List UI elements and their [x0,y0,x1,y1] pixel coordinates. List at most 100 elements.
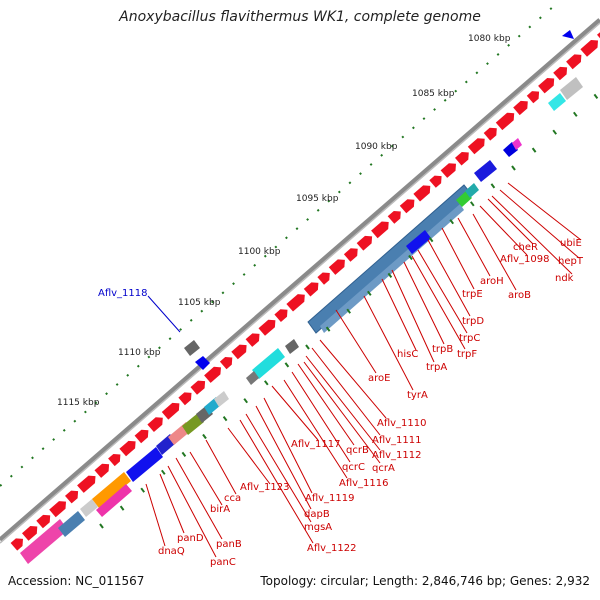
gene-arrow[interactable] [467,138,485,155]
olive-feature [182,413,204,435]
gene-arrow[interactable] [178,392,192,406]
gene-arrow[interactable] [495,112,515,131]
gene-leader-line [145,483,166,547]
gene-arrow[interactable] [77,475,96,493]
magenta-feature-2 [96,484,132,517]
gene-label[interactable]: tyrA [407,390,428,401]
highlight-gene[interactable]: Aflv_1118 [98,30,574,370]
tick-mark [305,344,310,350]
gene-arrow[interactable] [219,357,233,370]
gene-arrow[interactable] [49,501,66,518]
gene-arrow[interactable] [94,463,110,478]
gene-leader-line [205,439,237,495]
gene-label[interactable]: Aflv_1119 [305,493,355,504]
gene-label[interactable]: dnaQ [158,546,185,557]
gene-label[interactable]: panD [177,533,204,544]
gene-label[interactable]: aroB [508,290,531,301]
gene-arrow[interactable] [387,211,401,224]
gene-label[interactable]: Aflv_1111 [372,435,422,446]
gene-label[interactable]: qcrC [342,462,365,473]
highlight-label[interactable]: Aflv_1118 [98,288,148,299]
gene-arrow[interactable] [553,66,568,81]
gene-arrow[interactable] [328,259,345,275]
gene-arrow[interactable] [231,344,247,360]
gene-label[interactable]: mgsA [304,522,332,533]
forward-strand-genes [10,30,600,551]
gene-arrow[interactable] [286,294,305,312]
gene-arrow[interactable] [538,78,555,94]
ruler-labels: 1080 kbp 1085 kbp 1090 kbp 1095 kbp 1100… [57,34,511,408]
gene-label[interactable]: Aflv_1122 [307,543,357,554]
gene-arrow[interactable] [580,40,598,57]
gene-label[interactable]: trpF [457,349,477,360]
gene-label[interactable]: aroE [368,373,390,384]
gene-label[interactable]: trpB [432,344,453,355]
gene-label[interactable]: qcrB [346,445,369,456]
gene-label[interactable]: dapB [304,509,330,520]
tick-mark [511,165,516,171]
gene-label[interactable]: trpA [426,362,447,373]
inner-tick-row [99,93,599,529]
blue-feature-2 [474,160,497,182]
tick-mark [408,254,413,261]
gene-arrow[interactable] [22,526,38,541]
gene-label[interactable]: hepT [558,256,584,267]
gene-label[interactable]: trpD [462,316,484,327]
gene-arrow[interactable] [399,199,415,214]
gene-arrow[interactable] [356,235,373,251]
gene-leader-line [491,195,573,275]
gene-label[interactable]: ubiE [560,238,582,249]
gene-label[interactable]: Aflv_1116 [339,478,389,489]
gene-arrow[interactable] [343,248,358,262]
gene-label[interactable]: Aflv_1110 [377,418,427,429]
gene-label[interactable]: Aflv_1098 [500,254,550,265]
tick-mark [325,326,331,332]
gene-label[interactable]: Aflv_1117 [291,439,341,450]
gene-leader-line [441,227,475,290]
gene-label[interactable]: panC [210,557,236,568]
ruler-label: 1085 kbp [412,89,455,99]
gene-leader-line [255,405,312,510]
gene-arrow[interactable] [134,429,149,444]
gene-label[interactable]: trpC [459,333,480,344]
gene-arrow[interactable] [147,417,163,432]
gene-label[interactable]: hisC [397,349,418,360]
gene-arrow[interactable] [204,366,221,383]
gene-arrow[interactable] [245,333,260,347]
gene-arrow[interactable] [526,91,540,104]
gene-label[interactable]: cheR [513,242,538,253]
gene-arrow[interactable] [371,221,389,239]
gene-arrow[interactable] [108,454,121,467]
gene-arrow[interactable] [440,163,456,178]
gene-label[interactable]: panB [216,539,242,550]
gene-arrow[interactable] [65,490,79,504]
gene-arrow[interactable] [597,30,600,43]
gene-arrow[interactable] [429,175,442,188]
gene-label[interactable]: birA [210,504,230,515]
gene-arrow[interactable] [413,185,431,202]
gene-leader-line [159,473,185,534]
gene-arrow[interactable] [566,54,582,70]
gene-arrow[interactable] [119,440,136,457]
gene-arrow[interactable] [455,152,469,166]
gene-label[interactable]: qcrA [372,463,395,474]
gene-arrow[interactable] [10,538,23,551]
gene-arrow[interactable] [303,282,319,297]
gene-label[interactable]: Aflv_1123 [240,482,290,493]
gene-label[interactable]: aroH [480,276,504,287]
gene-arrow[interactable] [274,309,288,322]
gene-arrow[interactable] [513,100,528,116]
gene-label[interactable]: trpE [462,289,483,300]
gene-arrow[interactable] [483,127,497,141]
gene-arrow[interactable] [258,319,276,336]
gene-label[interactable]: cca [224,493,241,504]
gene-label[interactable]: Aflv_1112 [372,450,422,461]
gene-arrow[interactable] [36,514,51,529]
gene-arrow[interactable] [190,380,206,395]
gene-label[interactable]: ndk [555,273,574,284]
gene-arrow[interactable] [317,272,330,285]
gene-leader-line [227,427,271,485]
gene-arrow[interactable] [161,402,180,420]
gene-leader-line [417,249,468,334]
